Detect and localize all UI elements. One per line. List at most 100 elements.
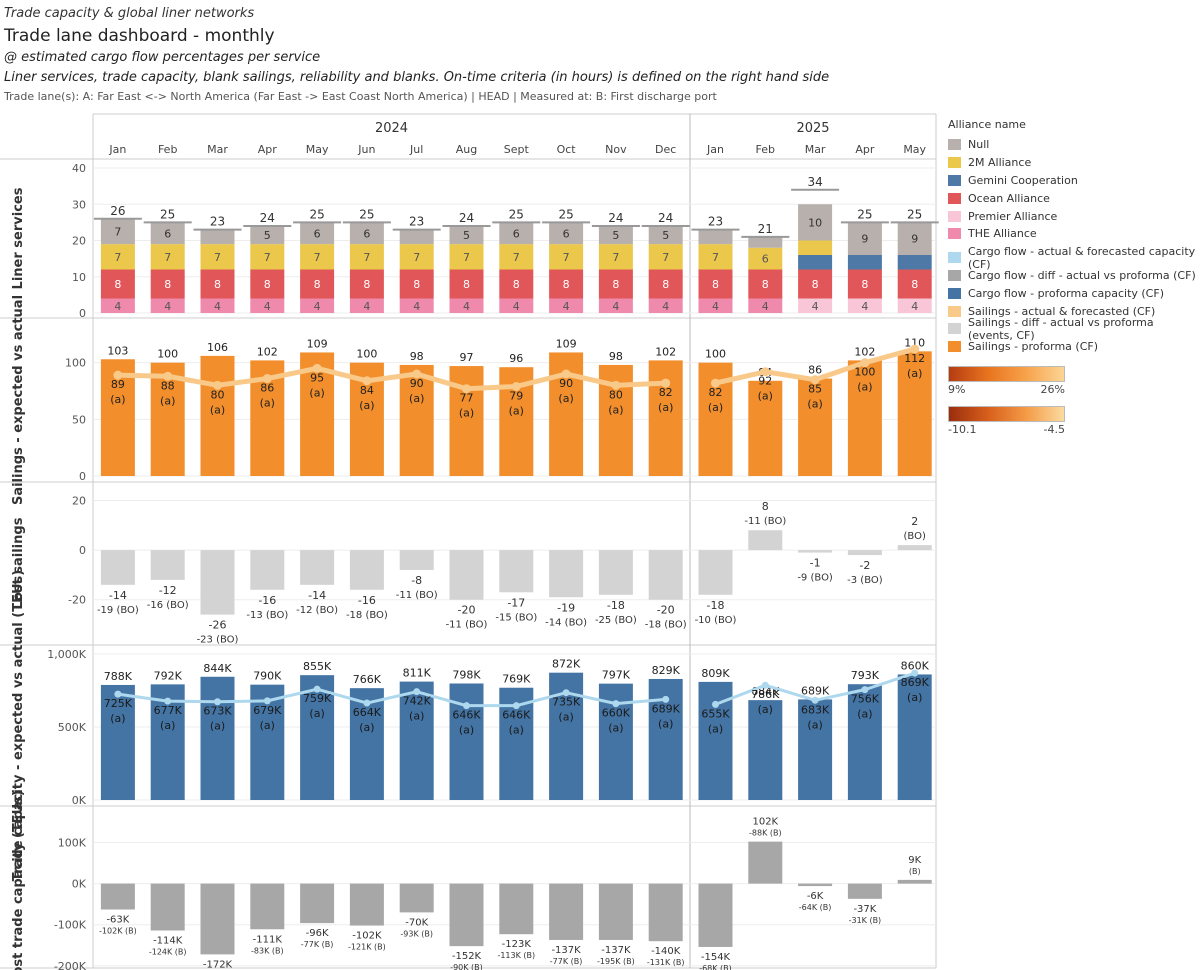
lost-capacity-label: -172K (203, 959, 233, 970)
liner-total-label: 23 (210, 215, 225, 229)
legend-measure-item[interactable]: Cargo flow - diff - actual vs proforma (… (948, 267, 1198, 285)
liner-segment-gemini (798, 255, 833, 270)
liner-segment-label: 8 (861, 278, 868, 291)
liner-segment-label: 8 (662, 278, 669, 291)
lost-capacity-label: -102K (352, 931, 382, 942)
month-header: Jun (357, 143, 375, 156)
liner-total-label: 24 (459, 211, 474, 225)
liner-segment-label: 4 (812, 300, 819, 313)
liner-segment-label: 8 (413, 278, 420, 291)
legend-alliance-swatch (948, 139, 961, 151)
cap-panel-title: Trade capacity - expected vs actual (TEU… (11, 570, 26, 881)
lost-sailings-bo-label: -19 (BO) (97, 605, 139, 616)
lost-sailings-label: -12 (159, 584, 177, 597)
legend-measure-item[interactable]: Cargo flow - proforma capacity (CF) (948, 284, 1198, 302)
lost-capacity-label: 9K (908, 855, 921, 866)
lost-panel-title: Lost sailings (11, 517, 26, 609)
lost-sailings-bo-label: -25 (BO) (595, 615, 637, 626)
liner-segment-label: 8 (563, 278, 570, 291)
liner-segment-label: 8 (712, 278, 719, 291)
capacity-actual-note: (a) (309, 707, 324, 720)
sailings-proforma-bar (648, 360, 683, 476)
lost-sailings-bo-label: -16 (BO) (147, 600, 189, 611)
capacity-proforma-label: 793K (851, 669, 880, 682)
lost-capacity-label: -123K (502, 939, 532, 950)
liner-total-label: 21 (758, 222, 773, 236)
capacity-actual-point (662, 695, 670, 703)
liner-segment-label: 7 (363, 251, 370, 264)
legend-alliance-item[interactable]: Ocean Alliance (948, 189, 1198, 207)
legend-alliance-item[interactable]: Premier Alliance (948, 207, 1198, 225)
capacity-actual-line (117, 687, 666, 708)
sail-panel-title: Sailings - expected vs actual (11, 295, 26, 505)
sailings-actual-note: (a) (210, 403, 225, 416)
y-tick-label: 0 (79, 544, 86, 557)
liner-segment-ocean (200, 269, 235, 299)
lost-capacity-b-label: -102K (B) (99, 927, 137, 936)
liner-total-label: 26 (110, 204, 125, 218)
liner-segment-label: 5 (463, 229, 470, 242)
liner-segment-label: 8 (214, 278, 221, 291)
capacity-actual-note: (a) (160, 719, 175, 732)
liner-segment-premier (847, 298, 882, 313)
capacity-proforma-label: 766K (353, 673, 382, 686)
legend-measure-item[interactable]: Sailings - proforma (CF) (948, 338, 1198, 356)
lost-sailings-bar (698, 550, 733, 595)
legend-alliance-item[interactable]: 2M Alliance (948, 154, 1198, 172)
y-tick-label: 10 (72, 271, 86, 284)
capacity-actual-label: 646K (452, 709, 481, 722)
liner-segment-null (897, 222, 932, 255)
legend-measure-item[interactable]: Sailings - actual & forecasted (CF) (948, 302, 1198, 320)
sailings-actual-label: 84 (360, 384, 374, 397)
legend-alliance-item[interactable]: Gemini Cooperation (948, 172, 1198, 190)
lost-sailings-bar (549, 550, 584, 598)
lost-sailings-bar (300, 550, 335, 585)
legend-measure-label: Cargo flow - diff - actual vs proforma (… (968, 268, 1196, 282)
liner-segment-null (100, 218, 135, 245)
month-header: Feb (158, 143, 177, 156)
lost-sailings-bar (648, 550, 683, 600)
lost-capacity-bar (399, 883, 434, 913)
capacity-actual-point (164, 697, 172, 705)
lost-sailings-bo-label: -10 (BO) (695, 615, 737, 626)
liner-segment-label: 4 (413, 300, 420, 313)
sailings-proforma-label: 98 (609, 350, 623, 363)
legend-alliance-item[interactable]: THE Alliance (948, 225, 1198, 243)
capacity-proforma-bar (100, 684, 135, 800)
liner-segment-ocean (798, 269, 833, 299)
liner-segment-label: 6 (563, 227, 570, 240)
lost-sailings-label: 2 (911, 515, 918, 528)
sailings-proforma-bar (200, 355, 235, 476)
lost-capacity-bar (349, 883, 384, 926)
liner-segment-label: 7 (712, 251, 719, 264)
liner-segment-ocean (150, 269, 185, 299)
lost-capacity-b-label: -195K (B) (597, 957, 635, 966)
legend-alliance-label: Ocean Alliance (968, 191, 1050, 205)
y-tick-label: 0 (79, 470, 86, 483)
liner-segment-label: 8 (911, 278, 918, 291)
sailings-actual-label: 80 (609, 388, 623, 401)
lost-sailings-bar (150, 550, 185, 580)
lost-capacity-bar (798, 883, 833, 887)
legend-measure-item[interactable]: Cargo flow - actual & forecasted capacit… (948, 245, 1198, 271)
sailings-proforma-label: 102 (854, 345, 875, 358)
liner-segment-label: 5 (264, 229, 271, 242)
liner-segment-label: 4 (314, 300, 321, 313)
legend-alliance-item[interactable]: Null (948, 136, 1198, 154)
month-header: Apr (258, 143, 278, 156)
legend-measure-item[interactable]: Sailings - diff - actual vs proforma (ev… (948, 316, 1198, 342)
capacity-actual-label: 673K (203, 705, 232, 718)
liner-segment-label: 7 (463, 251, 470, 264)
sailings-actual-note: (a) (558, 392, 573, 405)
legend-alliance-label: Gemini Cooperation (968, 173, 1078, 187)
lost-sailings-bar (748, 530, 783, 551)
sailings-actual-label: 100 (854, 366, 875, 379)
sailings-actual-label: 85 (808, 383, 822, 396)
sailings-actual-label: 79 (509, 389, 523, 402)
year-header-2025: 2025 (796, 121, 829, 136)
liner-segment-label: 4 (114, 300, 121, 313)
capacity-proforma-label: 872K (552, 658, 581, 671)
lost-sailings-bar (349, 550, 384, 590)
lost-sailings-label: -20 (458, 604, 476, 617)
legend-alliance-swatch (948, 192, 961, 204)
